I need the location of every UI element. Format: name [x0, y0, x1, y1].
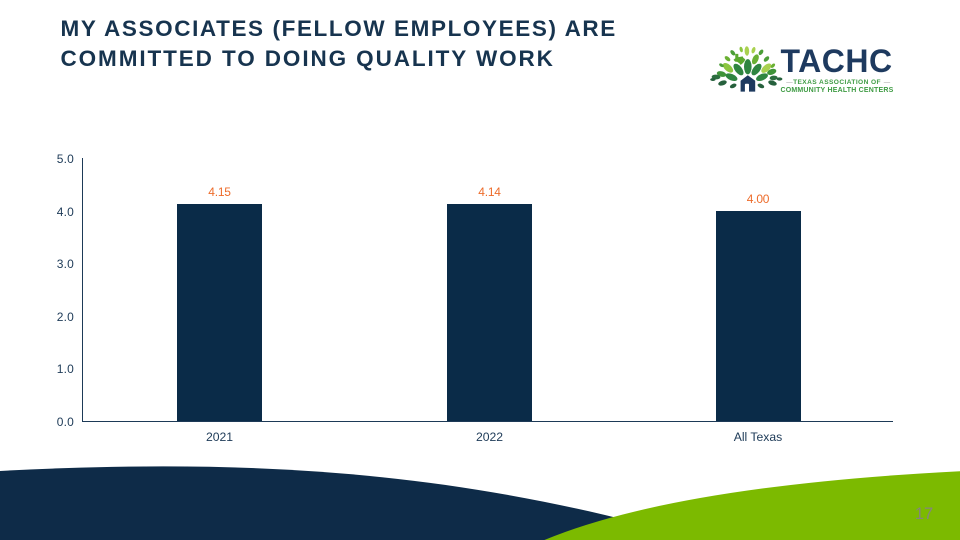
svg-text:TEXAS ASSOCIATION OF: TEXAS ASSOCIATION OF: [793, 79, 881, 86]
svg-text:—: —: [884, 79, 891, 86]
svg-text:—: —: [786, 79, 793, 86]
svg-text:COMMUNITY HEALTH CENTERS: COMMUNITY HEALTH CENTERS: [780, 87, 893, 94]
svg-text:TACHC: TACHC: [781, 43, 893, 79]
